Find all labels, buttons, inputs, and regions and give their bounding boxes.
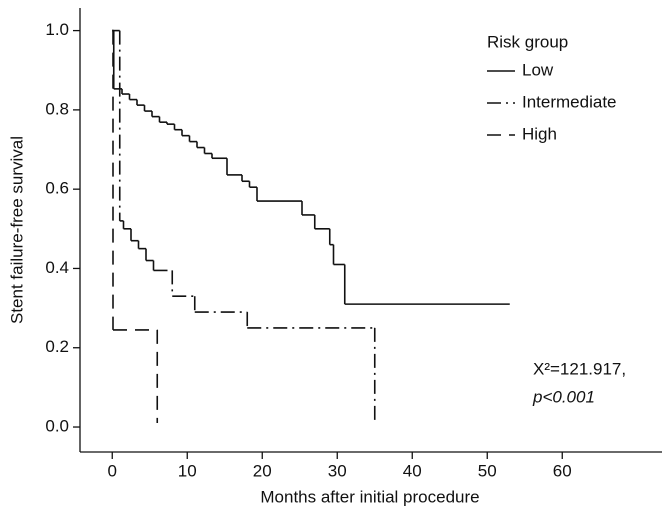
legend-title: Risk group xyxy=(487,32,568,51)
y-tick-label: 0.0 xyxy=(45,417,69,436)
y-tick-label: 0.2 xyxy=(45,337,69,356)
legend-label: High xyxy=(522,124,557,143)
legend-label: Low xyxy=(522,60,554,79)
legend-label: Intermediate xyxy=(522,92,617,111)
annotation: X²=121.917, xyxy=(533,359,626,378)
y-tick-label: 0.6 xyxy=(45,179,69,198)
y-tick-label: 0.4 xyxy=(45,258,69,277)
y-tick-label: 1.0 xyxy=(45,20,69,39)
x-axis-label: Months after initial procedure xyxy=(260,487,479,506)
x-tick-label: 20 xyxy=(253,461,272,480)
y-axis-label: Stent failure-free survival xyxy=(7,136,26,324)
annotation: p<0.001 xyxy=(532,387,595,406)
x-tick-label: 40 xyxy=(403,461,422,480)
x-tick-label: 50 xyxy=(478,461,497,480)
x-tick-label: 0 xyxy=(108,461,117,480)
x-tick-label: 10 xyxy=(178,461,197,480)
x-tick-label: 30 xyxy=(328,461,347,480)
y-tick-label: 0.8 xyxy=(45,99,69,118)
x-tick-label: 60 xyxy=(553,461,572,480)
